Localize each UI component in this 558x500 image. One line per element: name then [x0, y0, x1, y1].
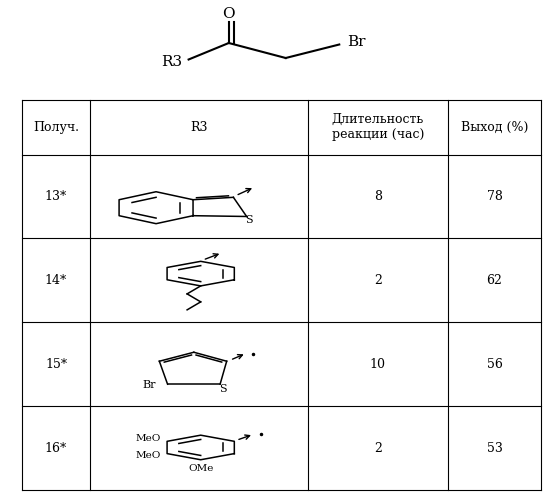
- Text: 13*: 13*: [45, 190, 67, 203]
- Text: Br: Br: [143, 380, 156, 390]
- Text: Br: Br: [347, 34, 365, 48]
- Text: 53: 53: [487, 442, 503, 454]
- Text: 15*: 15*: [45, 358, 67, 370]
- Text: S: S: [220, 384, 227, 394]
- Text: R3: R3: [190, 121, 208, 134]
- Text: 10: 10: [370, 358, 386, 370]
- Text: S: S: [245, 215, 253, 225]
- Text: 62: 62: [487, 274, 503, 287]
- Text: MeO: MeO: [136, 434, 161, 442]
- Text: 16*: 16*: [45, 442, 67, 454]
- Text: 56: 56: [487, 358, 503, 370]
- Text: O: O: [223, 8, 235, 22]
- Text: 8: 8: [374, 190, 382, 203]
- Text: R3: R3: [161, 56, 182, 70]
- Text: OMe: OMe: [188, 464, 213, 473]
- Text: 2: 2: [374, 442, 382, 454]
- Text: Получ.: Получ.: [33, 121, 79, 134]
- Text: Длительность
реакции (час): Длительность реакции (час): [331, 114, 424, 141]
- Text: 2: 2: [374, 274, 382, 287]
- Text: 14*: 14*: [45, 274, 67, 287]
- Text: MeO: MeO: [136, 451, 161, 460]
- Text: Выход (%): Выход (%): [461, 121, 528, 134]
- Text: 78: 78: [487, 190, 503, 203]
